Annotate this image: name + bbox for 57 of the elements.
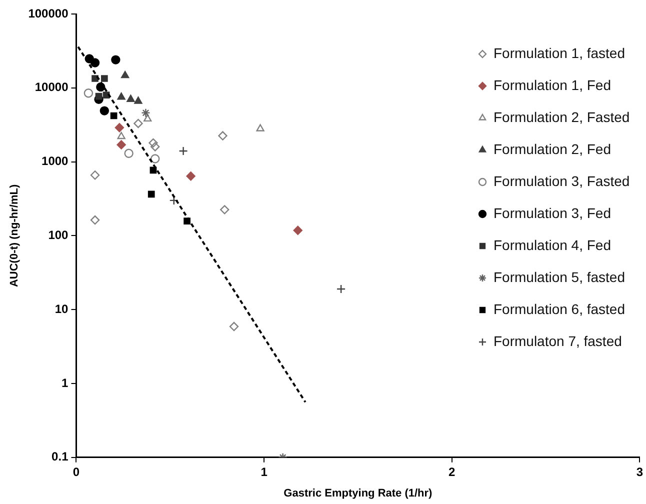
y-tick-label: 100 <box>48 228 69 242</box>
point <box>134 96 142 104</box>
point <box>186 172 196 181</box>
y-tick-label: 10000 <box>34 80 69 94</box>
x-axis-title: Gastric Emptying Rate (1/hr) <box>284 487 433 500</box>
point <box>117 92 126 100</box>
point <box>293 226 302 235</box>
legend-label: Formulation 2, Fed <box>493 140 611 157</box>
point <box>220 205 230 214</box>
legend-label: Formulation 1, fasted <box>493 44 626 61</box>
point <box>100 75 108 82</box>
point <box>90 170 100 180</box>
legend-label: Formulation 5, fasted <box>493 268 626 285</box>
y-axis-title: AUC(0-t) (ng-hr/mL) <box>8 184 21 288</box>
point <box>336 284 346 294</box>
point <box>144 114 152 122</box>
legend-label: Formulaton 7, fasted <box>493 332 622 349</box>
point <box>148 138 158 148</box>
x-tick-label: 1 <box>260 464 268 479</box>
legend-label: Formulation 3, Fed <box>493 204 611 221</box>
point <box>148 190 155 198</box>
point <box>100 106 110 116</box>
point <box>184 218 190 224</box>
point <box>84 88 94 98</box>
point <box>126 94 135 102</box>
point <box>150 142 160 152</box>
point <box>116 140 126 150</box>
x-tick-label: 3 <box>636 464 644 479</box>
point <box>95 92 102 100</box>
point <box>218 131 228 140</box>
legend-label: Formulation 4, Fed <box>493 236 611 253</box>
y-tick-label: 1000 <box>42 154 69 168</box>
point <box>117 132 126 140</box>
point <box>111 55 120 64</box>
point <box>178 146 188 156</box>
legend-label: Formulation 2, Fasted <box>493 108 630 125</box>
point <box>229 322 239 332</box>
y-tick-label: 1 <box>62 376 69 390</box>
x-tick-label: 2 <box>448 464 456 479</box>
y-tick-label: 100000 <box>28 6 69 20</box>
y-tick-label: 10 <box>54 302 69 316</box>
point <box>124 148 134 158</box>
point <box>256 124 264 132</box>
point <box>169 196 179 206</box>
point <box>121 70 130 78</box>
x-tick-label: 0 <box>72 464 80 479</box>
legend-label: Formulation 3, Fasted <box>493 172 630 189</box>
point <box>141 108 150 118</box>
point <box>114 123 124 132</box>
legend-label: Formulation 6, fasted <box>493 300 626 317</box>
y-tick-label: 0.1 <box>52 450 69 464</box>
legend-label: Formulation 1, Fed <box>493 76 611 93</box>
point <box>90 215 100 225</box>
point <box>134 118 143 128</box>
point <box>150 154 160 164</box>
point <box>110 112 118 120</box>
point <box>90 58 100 68</box>
